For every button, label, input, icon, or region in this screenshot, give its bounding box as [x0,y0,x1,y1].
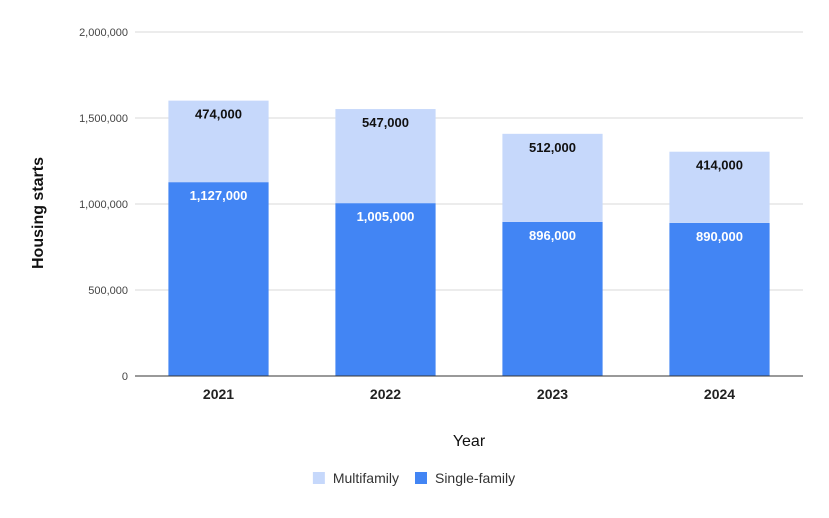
y-tick-label: 0 [122,371,128,383]
legend-label: Single-family [435,470,515,486]
y-tick-label: 1,500,000 [79,113,128,125]
legend: Multifamily Single-family [312,470,515,486]
y-tick-label: 1,000,000 [79,199,128,211]
data-labels: 1,127,000 474,000 1,005,000 547,000 896,000 5… [190,107,743,244]
bar-multifamily-2022 [335,109,436,204]
data-label: 1,005,000 [357,209,415,224]
bar-multifamily-2021 [168,100,269,183]
bars [168,100,770,376]
x-axis-title: Year [453,433,486,450]
x-tick-label: 2023 [537,386,568,402]
bar-multifamily-2023 [502,133,603,222]
data-label: 547,000 [362,115,409,130]
y-tick-label: 500,000 [88,285,128,297]
data-label: 1,127,000 [190,188,248,203]
data-label: 414,000 [696,158,743,173]
bar-multifamily-2024 [669,151,770,223]
legend-label: Multifamily [333,470,399,486]
x-tick-label: 2021 [203,386,234,402]
data-label: 512,000 [529,140,576,155]
bar-single-family-2024 [669,222,770,376]
x-tick-label: 2024 [704,386,735,402]
legend-swatch [312,472,325,484]
bar-single-family-2021 [168,182,269,376]
bar-single-family-2023 [502,221,603,376]
legend-swatch [414,472,427,484]
axes: 0 500,000 1,000,000 1,500,000 2,000,000 2021 2… [79,27,803,402]
data-label: 890,000 [696,229,743,244]
x-tick-label: 2022 [370,386,401,402]
data-label: 474,000 [195,107,242,122]
y-axis-title: Housing starts [30,157,47,269]
y-tick-label: 2,000,000 [79,27,128,39]
bar-single-family-2022 [335,203,436,376]
data-label: 896,000 [529,228,576,243]
